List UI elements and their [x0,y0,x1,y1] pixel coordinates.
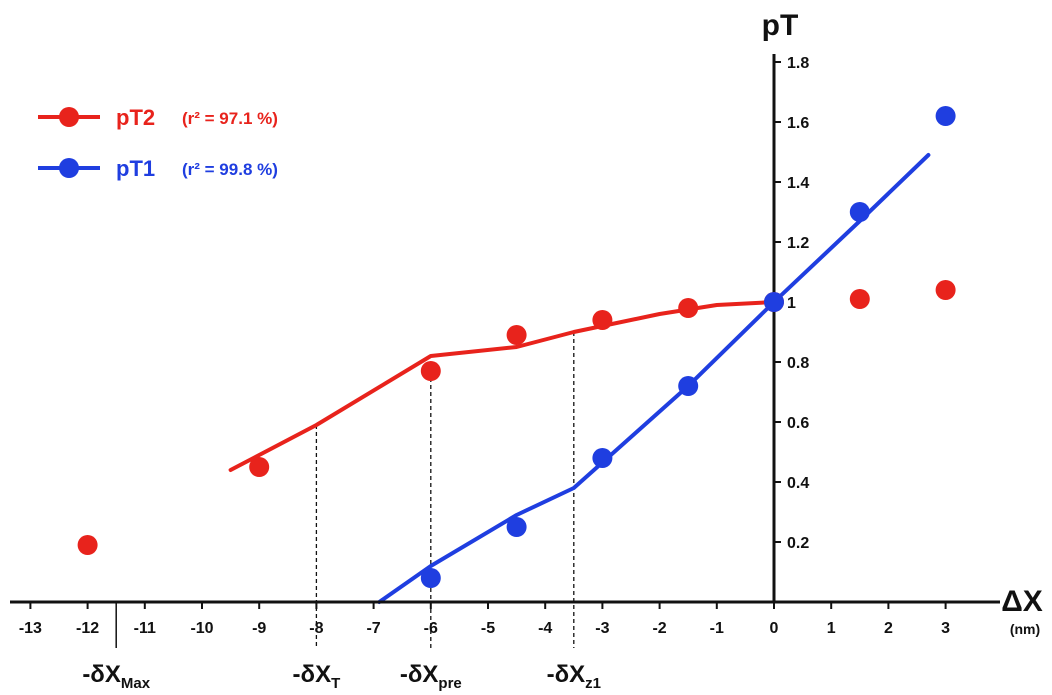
y-tick-label: 1 [787,295,796,312]
x-tick-label: -11 [134,620,156,637]
data-point-pt1 [506,517,527,537]
x-tick-label: -13 [19,620,42,637]
y-tick-label: 0.6 [787,415,809,432]
marker-label: -δXpre [400,661,462,692]
legend-marker [59,107,79,127]
x-tick-label: -12 [76,620,99,637]
data-point-pt2 [506,325,527,345]
y-tick-label: 0.2 [787,535,809,552]
legend: pT2 (r² = 97.1 %) pT1 (r² = 99.8 %) [38,105,278,181]
data-point-pt2 [678,298,699,318]
x-tick-label: 3 [941,620,950,637]
x-tick-label: -7 [366,620,380,637]
x-tick-label: 2 [884,620,893,637]
y-tick-label: 0.8 [787,355,809,372]
legend-r2: (r² = 97.1 %) [182,109,278,128]
data-point-pt2 [249,457,270,477]
x-axis-unit: (nm) [1010,621,1040,637]
x-tick-label: -8 [309,620,323,637]
legend-marker [59,158,79,178]
x-tick-label: -1 [710,620,724,637]
data-point-pt2 [935,280,956,300]
marker-labels: -δXMax -δXT -δXpre -δXz1 [82,661,601,692]
y-tick-label: 1.8 [787,55,809,72]
x-tick-label: -10 [190,620,213,637]
x-tick-label: -9 [252,620,266,637]
x-tick-label: 1 [827,620,836,637]
y-ticks: 0.2 0.4 0.6 0.8 1 1.2 1.4 1.6 1.8 [774,55,809,552]
data-point-pt2 [420,361,441,381]
legend-label: pT2 [116,105,155,130]
data-point-pt2 [849,289,870,309]
legend-label: pT1 [116,156,155,181]
y-tick-label: 0.4 [787,475,809,492]
legend-r2: (r² = 99.8 %) [182,160,278,179]
data-point-pt1 [764,292,784,312]
data-point-pt1 [678,376,699,396]
data-point-pt2 [592,310,613,330]
x-tick-label: -6 [424,620,438,637]
y-tick-label: 1.4 [787,175,809,192]
data-point-pt1 [935,106,956,126]
x-tick-label: -2 [652,620,666,637]
y-tick-label: 1.2 [787,235,809,252]
data-point-pt2 [77,535,98,555]
marker-label: -δXT [293,661,341,692]
x-tick-label: -3 [595,620,609,637]
marker-label: -δXMax [82,661,150,692]
fit-line-pt2 [228,300,776,472]
data-point-pt1 [592,448,613,468]
y-axis-title: pT [762,9,799,42]
point-layer [77,106,956,588]
fit-layer [228,153,931,604]
x-tick-label: 0 [770,620,779,637]
legend-item-pt2: pT2 (r² = 97.1 %) [38,105,278,130]
data-point-pt1 [420,568,441,588]
marker-label: -δXz1 [547,661,601,692]
y-tick-label: 1.6 [787,115,809,132]
x-tick-label: -5 [481,620,495,637]
x-tick-label: -4 [538,620,552,637]
legend-item-pt1: pT1 (r² = 99.8 %) [38,156,278,181]
x-axis-title: ΔX [1001,585,1043,618]
data-point-pt1 [849,202,870,222]
fit-line-pt1 [377,153,931,604]
x-ticks: -13 -12 -11 -10 -9 -8 -7 -6 -5 -4 -3 -2 -1 0 1 2 3 [19,602,950,637]
axis-layer [10,54,1000,604]
